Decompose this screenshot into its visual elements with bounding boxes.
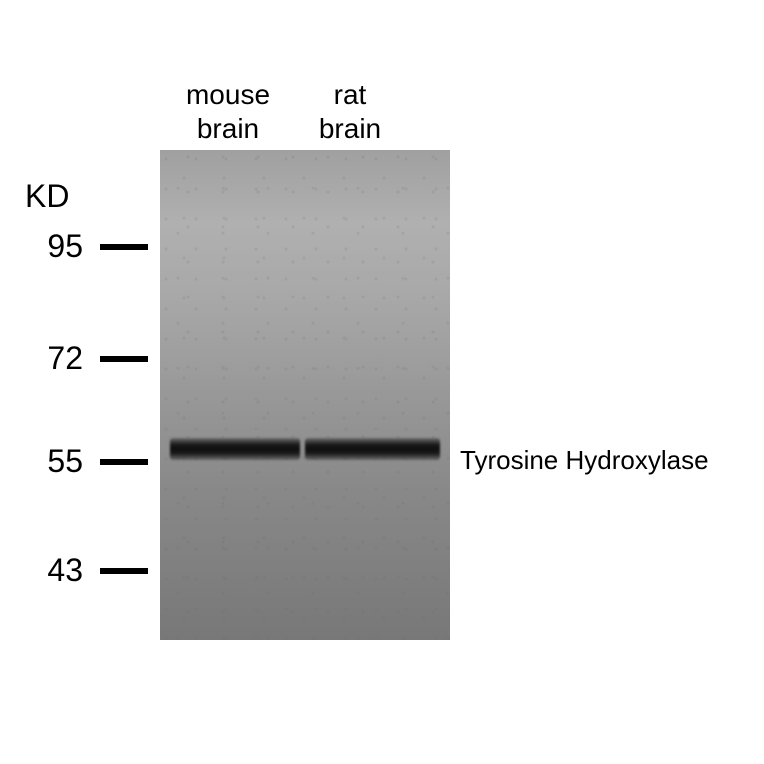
blot-noise-texture [160,150,450,640]
western-blot-membrane [160,150,450,640]
marker-tick-72 [100,356,148,362]
protein-name-label: Tyrosine Hydroxylase [460,445,709,476]
blot-background [160,150,450,640]
band-rat-brain [305,438,440,460]
marker-tick-43 [100,568,148,574]
band-mouse-brain [170,438,300,460]
lane-label-rat: rat brain [300,78,400,145]
marker-tick-55 [100,459,148,465]
marker-label-55: 55 [33,443,83,480]
lane-label-mouse: mouse brain [168,78,288,145]
marker-label-43: 43 [33,552,83,589]
figure-container: KD mouse brain rat brain 95 72 55 43 Tyr… [0,0,764,764]
marker-label-72: 72 [33,340,83,377]
kd-header-label: KD [25,178,69,215]
lane-label-text: rat brain [319,79,381,144]
marker-label-95: 95 [33,228,83,265]
marker-tick-95 [100,244,148,250]
lane-label-text: mouse brain [186,79,270,144]
